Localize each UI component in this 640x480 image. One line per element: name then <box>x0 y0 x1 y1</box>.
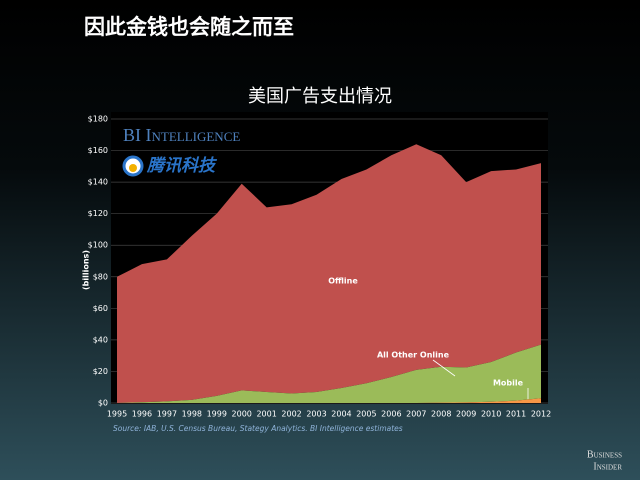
watermark: BI Intelligence <box>123 125 240 145</box>
y-tick-label: $80 <box>93 272 108 281</box>
y-tick-label: $40 <box>93 335 108 344</box>
watermark: 腾讯科技 <box>146 156 218 176</box>
series-label: Mobile <box>493 379 524 388</box>
x-tick-label: 1999 <box>207 410 227 419</box>
x-tick-label: 2004 <box>331 410 351 419</box>
x-tick-label: 2002 <box>281 410 301 419</box>
y-tick-label: $160 <box>88 146 108 155</box>
plot: $0 $20 $40 $60 $80 $100 $120 $140 $160 $180 1995 19… <box>88 115 552 419</box>
x-tick-label: 1997 <box>157 410 177 419</box>
y-tick-label: $60 <box>93 304 108 313</box>
x-tick-label: 1998 <box>182 410 202 419</box>
label-leader <box>432 359 456 377</box>
area <box>117 344 541 403</box>
area <box>117 144 541 403</box>
x-tick-label: 2001 <box>256 410 276 419</box>
x-tick-label: 2011 <box>506 410 526 419</box>
y-tick-label: $100 <box>88 241 108 250</box>
logo-icon <box>129 164 137 172</box>
x-tick-label: 1995 <box>107 410 127 419</box>
chart-title: 美国广告支出情况 <box>248 86 392 107</box>
series-label: All Other Online <box>377 351 450 360</box>
x-tick-label: 2003 <box>306 410 326 419</box>
slide-title: 因此金钱也会随之而至 <box>84 15 294 39</box>
y-tick-label: $0 <box>98 399 108 408</box>
x-tick-label: 2009 <box>456 410 476 419</box>
y-tick-label: $140 <box>88 178 108 187</box>
brand: Insider <box>593 461 622 472</box>
area <box>117 398 541 403</box>
y-axis-label: (billions) <box>82 250 91 290</box>
x-tick-label: 2010 <box>481 410 501 419</box>
brand: Business <box>587 449 622 460</box>
x-tick-label: 2006 <box>381 410 401 419</box>
x-tick-label: 2000 <box>232 410 252 419</box>
x-tick-label: 2008 <box>431 410 451 419</box>
y-tick-label: $120 <box>88 209 108 218</box>
source: Source: IAB, U.S. Census Bureau, Stategy… <box>113 424 403 433</box>
series-label: Offline <box>328 277 358 286</box>
y-tick-label: $180 <box>88 115 108 124</box>
x-tick-label: 2005 <box>356 410 376 419</box>
x-tick-label: 2007 <box>406 410 426 419</box>
y-tick-label: $20 <box>93 367 108 376</box>
x-tick-label: 2012 <box>531 410 551 419</box>
x-tick-label: 1996 <box>132 410 152 419</box>
